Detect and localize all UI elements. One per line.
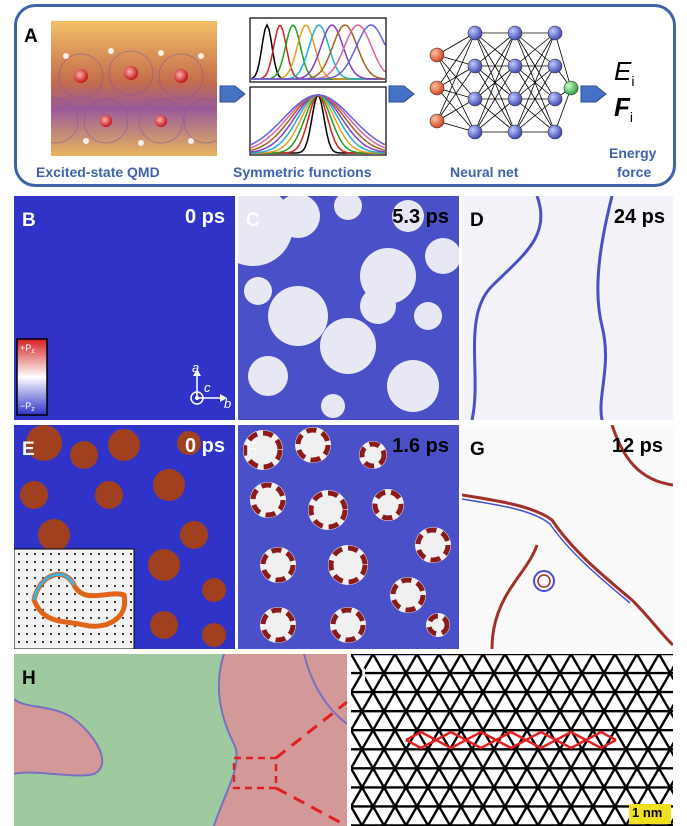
panel-c: C 5.3 ps [238,196,459,420]
panel-d: D 24 ps [462,196,673,420]
panel-i: I 1 nm [351,654,673,826]
output-force: Fi [614,92,634,125]
scale-bar-label: 1 nm [632,805,663,820]
neuron-node [429,113,445,129]
crystal-axes-icon [190,369,227,405]
caption-qmd: Excited-state QMD [36,164,160,180]
neuron-node [547,25,563,41]
panel-g-time: 12 ps [611,435,663,457]
neural-net-diagram [429,25,579,140]
caption-symmetric: Symmetric functions [233,164,372,180]
panel-i-lattice [351,654,673,826]
caption-energy: Energy [609,145,657,161]
panel-b-letter: B [22,210,36,231]
neuron-node [467,25,483,41]
panel-f-domains [243,427,451,643]
panel-e-domains [14,425,226,649]
neuron-node [507,58,523,74]
panel-h: H [14,654,347,826]
neuron-node [467,124,483,140]
panel-h-domains [14,654,347,826]
neuron-node [429,80,445,96]
neuron-node [429,47,445,63]
panel-f-time: 1.6 ps [392,435,449,457]
panel-c-domains [238,196,459,418]
panel-d-domain-walls [470,196,614,420]
gaussian-curve [250,94,386,146]
arrow-right-icon [219,85,246,103]
polarization-colorbar [16,338,48,416]
panel-d-time: 24 ps [613,206,665,228]
neuron-node [547,124,563,140]
arrow-right-icon [388,85,415,103]
panel-g: G 12 ps [462,425,673,649]
neuron-node [547,91,563,107]
caption-neural-net: Neural net [450,164,519,180]
gaussian-curve [251,24,386,80]
neuron-node [467,58,483,74]
neuron-node [507,124,523,140]
panel-g-letter: G [470,439,485,460]
panel-a: A Excited-state QMD [14,4,676,187]
panel-c-letter: C [246,210,260,231]
axis-c-label: c [204,380,211,395]
neuron-node [467,91,483,107]
neuron-node [563,80,579,96]
panel-g-domain-walls [462,425,673,649]
qmd-simulation-image [51,21,217,156]
panel-i-letter: I [361,666,367,687]
neuron-node [507,91,523,107]
panel-e: E 0 ps [14,425,235,649]
axis-a-label: a [192,360,200,375]
panel-d-letter: D [470,210,484,231]
neuron-node [547,58,563,74]
panel-e-letter: E [22,439,35,460]
symmetric-functions-plot [249,17,387,156]
arrow-right-icon [580,85,607,103]
panel-b-time: 0 ps [184,206,225,228]
panel-f-letter: F [246,439,258,460]
panel-h-letter: H [22,668,36,689]
panel-a-letter: A [24,26,38,47]
panel-b: B 0 ps +Pz −Pz a c b [14,196,235,420]
output-energy: Ei [614,56,635,89]
colorbar-bottom-label: −Pz [20,401,35,413]
caption-force: force [617,164,652,180]
panel-c-time: 5.3 ps [392,206,449,228]
neuron-node [507,25,523,41]
panel-f: F 1.6 ps [238,425,459,649]
axis-b-label: b [224,396,232,411]
colorbar-top-label: +Pz [20,343,35,355]
panel-e-time: 0 ps [184,435,225,457]
